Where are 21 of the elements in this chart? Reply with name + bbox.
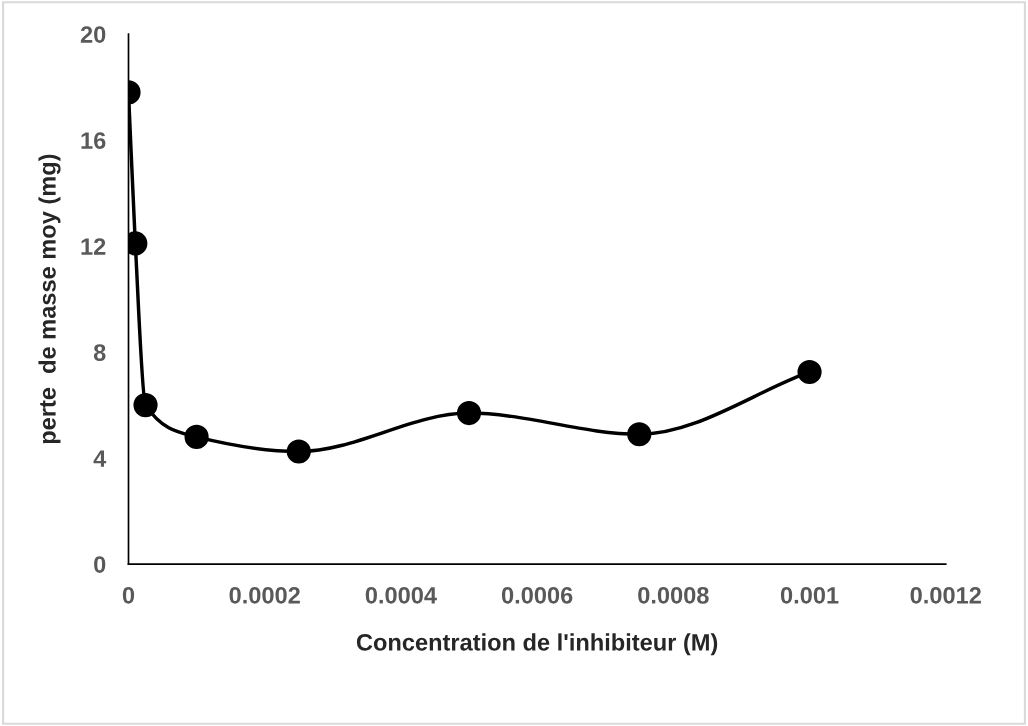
x-tick-label: 0.0012 <box>910 586 981 604</box>
point <box>133 393 158 418</box>
y-axis-title: perte de masse moy (mg) <box>38 154 61 444</box>
x-tick-label: 0.0006 <box>501 586 573 604</box>
y-tick-label: 16 <box>81 132 106 149</box>
x-axis-title: Concentration de l'inhibiteur (M) <box>356 633 718 656</box>
point <box>184 424 209 449</box>
y-tick-label: 8 <box>93 344 106 361</box>
x-tick-label: 0.0004 <box>365 586 437 604</box>
x-tick-label: 0.0002 <box>229 586 300 604</box>
x-tick-label: 0.0008 <box>638 586 709 604</box>
x-tick-label: 0 <box>122 586 135 604</box>
y-tick-label: 12 <box>81 238 106 255</box>
point <box>627 422 652 447</box>
point <box>286 439 311 464</box>
point <box>456 400 482 426</box>
point <box>797 359 822 385</box>
y-tick-label: 4 <box>93 450 107 467</box>
y-tick-label: 20 <box>80 26 106 43</box>
y-tick-label: 0 <box>94 556 106 573</box>
x-tick-label: 0.001 <box>780 586 839 604</box>
